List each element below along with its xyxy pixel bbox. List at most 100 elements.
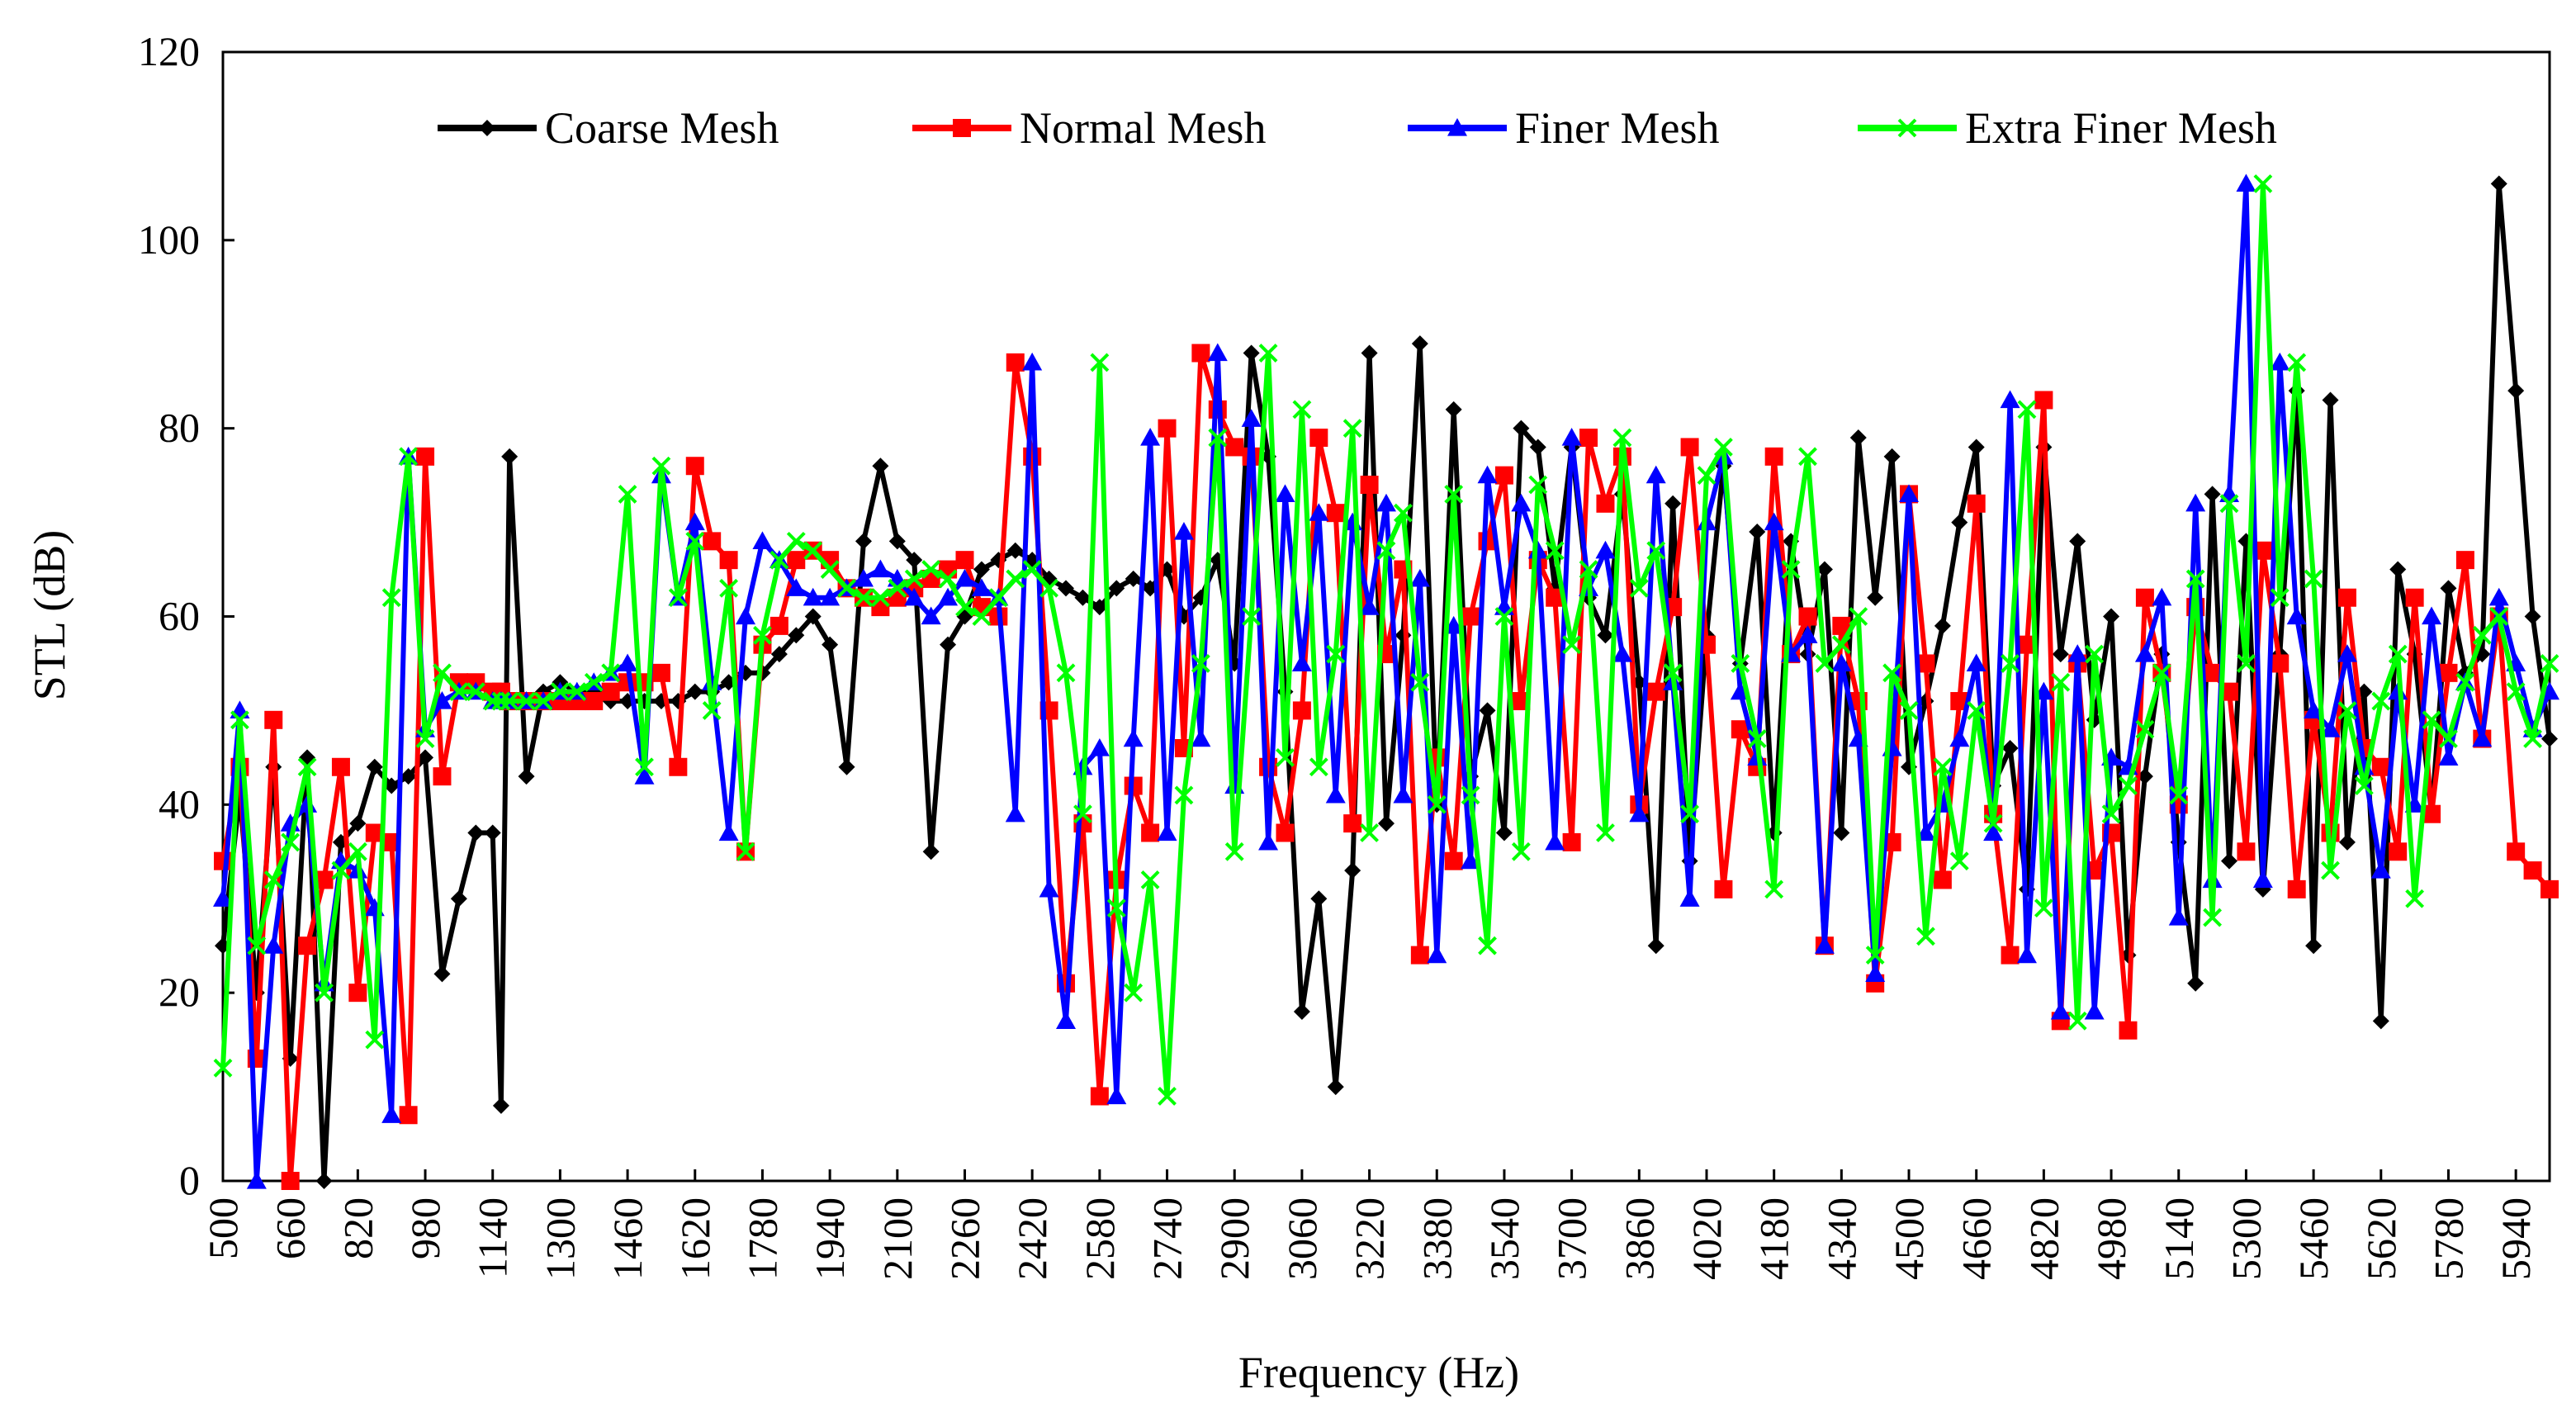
data-point — [2051, 672, 2071, 692]
data-point — [2204, 486, 2221, 503]
data-point — [872, 457, 889, 475]
data-point — [1056, 1011, 1077, 1029]
data-point — [2370, 860, 2391, 879]
data-point — [1915, 823, 1936, 842]
data-point — [973, 561, 990, 578]
series-layer — [213, 173, 2559, 1190]
data-point — [2103, 608, 2120, 625]
data-point — [1680, 804, 1699, 824]
data-point — [2001, 739, 2019, 756]
data-point — [1882, 663, 1902, 683]
data-point — [381, 588, 401, 608]
x-tick-label: 3540 — [1481, 1197, 1527, 1280]
data-point — [1006, 542, 1024, 559]
data-point — [2523, 729, 2542, 749]
data-point — [1292, 400, 1312, 420]
x-tick-label: 1460 — [604, 1197, 651, 1280]
data-point — [940, 636, 957, 653]
data-point — [1106, 898, 1126, 918]
data-point — [2286, 606, 2307, 625]
x-tick-label: 2420 — [1009, 1197, 1055, 1280]
legend-label: Normal Mesh — [1020, 103, 1266, 153]
data-point — [719, 551, 738, 570]
data-point — [2052, 646, 2069, 663]
data-point — [2540, 879, 2559, 898]
data-point — [855, 533, 872, 550]
data-point — [2034, 391, 2053, 410]
data-point — [2135, 588, 2154, 607]
data-point — [1091, 599, 1108, 616]
data-point — [1849, 607, 1868, 626]
data-point — [1359, 597, 1380, 615]
data-point — [1461, 851, 1481, 870]
data-point — [501, 448, 519, 465]
data-point — [1545, 541, 1565, 561]
data-point — [2337, 701, 2357, 720]
data-point — [1865, 964, 1886, 982]
data-point — [1225, 438, 1244, 457]
data-point — [213, 889, 233, 907]
data-point — [433, 965, 451, 983]
data-point — [348, 842, 367, 861]
data-point — [1360, 823, 1379, 842]
data-point — [1561, 428, 1582, 446]
data-point — [2168, 908, 2189, 926]
data-point — [1983, 823, 2004, 842]
legend-label: Coarse Mesh — [545, 103, 779, 153]
data-point — [870, 588, 890, 608]
data-point — [2490, 175, 2507, 192]
data-point — [803, 541, 823, 561]
data-point — [2085, 644, 2105, 664]
data-point — [871, 598, 890, 617]
data-point — [1242, 607, 1262, 626]
data-point — [349, 815, 367, 832]
data-point — [1208, 428, 1228, 448]
legend-item: Finer Mesh — [1408, 103, 1719, 153]
data-point — [2119, 1021, 2138, 1040]
legend-swatch-marker — [1897, 118, 1917, 138]
data-point — [1949, 728, 1970, 747]
data-point — [1477, 465, 1498, 484]
data-point — [1276, 823, 1295, 842]
data-point — [1966, 653, 1986, 672]
data-point — [281, 1172, 300, 1190]
data-point — [1495, 824, 1513, 842]
data-point — [1713, 438, 1733, 457]
x-tick-label: 3220 — [1347, 1197, 1393, 1280]
x-tick-label: 1940 — [807, 1197, 853, 1280]
data-point — [2271, 654, 2290, 673]
data-point — [1292, 701, 1311, 720]
data-point — [1646, 682, 1665, 701]
data-point — [955, 597, 974, 617]
data-point — [2338, 833, 2356, 851]
data-point — [1764, 447, 1783, 466]
data-point — [1546, 588, 1565, 607]
data-point — [769, 550, 789, 570]
x-tick-label: 2580 — [1077, 1197, 1123, 1280]
data-point — [365, 1030, 385, 1050]
data-point — [1680, 438, 1699, 457]
data-point — [2219, 494, 2239, 514]
data-point — [1326, 644, 1346, 664]
data-point — [2472, 625, 2492, 645]
data-point — [2236, 173, 2256, 192]
data-point — [1427, 945, 1447, 964]
data-point — [837, 578, 856, 598]
data-point — [1831, 635, 1851, 655]
data-point — [1461, 607, 1480, 626]
data-point — [383, 777, 400, 794]
data-point — [2507, 382, 2525, 400]
data-point — [1647, 937, 1664, 955]
data-point — [2371, 757, 2390, 776]
data-point — [719, 578, 739, 598]
data-point — [2354, 776, 2374, 795]
data-point — [1394, 503, 1413, 523]
data-point — [1679, 889, 1700, 907]
data-point — [2253, 541, 2272, 560]
data-point — [1327, 1079, 1344, 1096]
data-point — [2001, 654, 2020, 673]
y-tick-label: 0 — [179, 1157, 200, 1203]
data-point — [466, 682, 485, 702]
data-point — [365, 823, 384, 842]
